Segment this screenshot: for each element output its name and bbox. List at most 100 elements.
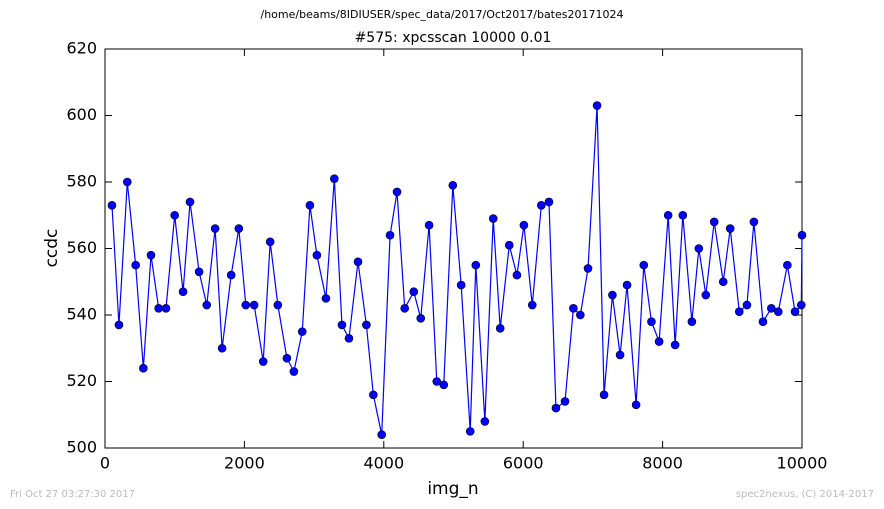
- data-point: [767, 304, 776, 313]
- data-point: [797, 300, 806, 310]
- data-point: [758, 317, 768, 326]
- data-point: [537, 200, 546, 210]
- data-point: [742, 300, 752, 310]
- x-tick-label: 2000: [224, 454, 265, 473]
- data-point: [639, 260, 649, 270]
- data-point: [385, 230, 395, 240]
- data-point: [647, 317, 656, 326]
- data-point: [131, 260, 140, 270]
- data-point: [289, 367, 299, 376]
- data-point: [312, 250, 322, 260]
- data-point: [797, 230, 807, 240]
- data-point: [734, 307, 744, 316]
- data-point: [670, 340, 680, 350]
- data-point: [560, 397, 570, 406]
- x-axis-label: img_n: [427, 479, 478, 499]
- data-point: [488, 214, 498, 223]
- data-point: [439, 380, 449, 390]
- data-point: [456, 280, 466, 290]
- data-point: [504, 240, 514, 250]
- file-path: /home/beams/8IDIUSER/spec_data/2017/Oct2…: [261, 8, 624, 21]
- data-point: [409, 287, 419, 297]
- data-point: [622, 280, 632, 290]
- data-point: [495, 323, 505, 333]
- data-point: [297, 327, 307, 336]
- y-tick-label: 620: [66, 39, 97, 58]
- data-point: [790, 307, 800, 316]
- data-point: [527, 300, 537, 310]
- x-tick-label: 10000: [777, 454, 828, 473]
- data-point: [114, 320, 124, 330]
- data-point: [185, 197, 195, 207]
- data-point: [694, 244, 704, 253]
- data-point: [273, 300, 283, 310]
- data-point: [774, 307, 783, 316]
- data-point: [519, 220, 529, 230]
- data-point: [265, 237, 275, 247]
- data-point: [241, 300, 251, 310]
- data-point: [654, 337, 664, 346]
- data-point: [217, 343, 227, 353]
- data-point: [432, 377, 442, 386]
- data-point: [416, 314, 426, 323]
- data-point: [709, 217, 719, 227]
- x-tick-label: 6000: [503, 454, 544, 473]
- data-point: [783, 260, 792, 270]
- data-point: [234, 224, 244, 233]
- data-point: [569, 304, 578, 313]
- data-point: [305, 200, 315, 210]
- data-point: [226, 270, 236, 280]
- data-point: [344, 333, 354, 343]
- data-point: [583, 264, 593, 273]
- chart-title: #575: xpcsscan 10000 0.01: [355, 30, 552, 46]
- data-point: [424, 220, 434, 230]
- data-point: [392, 187, 402, 197]
- data-point: [258, 357, 268, 366]
- data-point: [400, 304, 410, 313]
- data-point: [687, 317, 697, 326]
- data-point: [465, 427, 475, 436]
- data-point: [749, 217, 759, 227]
- data-point: [330, 174, 339, 183]
- data-point: [369, 390, 378, 400]
- data-point: [123, 177, 132, 187]
- footer-date: Fri Oct 27 03:27:30 2017: [10, 489, 135, 500]
- data-point: [107, 200, 117, 210]
- data-point: [154, 304, 163, 313]
- x-tick-label: 4000: [363, 454, 404, 473]
- x-tick-label: 0: [100, 454, 110, 473]
- data-point: [678, 210, 688, 220]
- data-point: [701, 290, 711, 300]
- y-axis-label: ccdc: [42, 229, 62, 268]
- data-point: [210, 224, 220, 233]
- data-point: [608, 290, 617, 300]
- data-point: [512, 270, 522, 280]
- data-point: [161, 304, 171, 313]
- data-point: [599, 390, 609, 400]
- data-point: [631, 400, 641, 410]
- data-point: [615, 350, 625, 360]
- data-point: [725, 224, 735, 233]
- data-point: [663, 210, 673, 220]
- data-point: [194, 267, 204, 277]
- y-tick-label: 600: [66, 105, 97, 124]
- footer-credit: spec2nexus, (C) 2014-2017: [736, 489, 874, 500]
- x-tick-label: 8000: [642, 454, 683, 473]
- data-point: [249, 300, 259, 310]
- data-point: [178, 287, 188, 297]
- data-point: [146, 250, 156, 260]
- data-point: [362, 320, 371, 330]
- data-point: [551, 403, 561, 413]
- data-point: [202, 300, 212, 310]
- data-point: [480, 417, 490, 426]
- data-point: [353, 257, 363, 267]
- y-tick-label: 560: [66, 238, 97, 257]
- data-point: [170, 210, 179, 220]
- y-tick-label: 500: [66, 438, 97, 457]
- data-point: [592, 101, 602, 110]
- data-point: [471, 260, 481, 270]
- data-point: [337, 320, 347, 330]
- data-point: [321, 294, 331, 303]
- y-tick-label: 580: [66, 172, 97, 191]
